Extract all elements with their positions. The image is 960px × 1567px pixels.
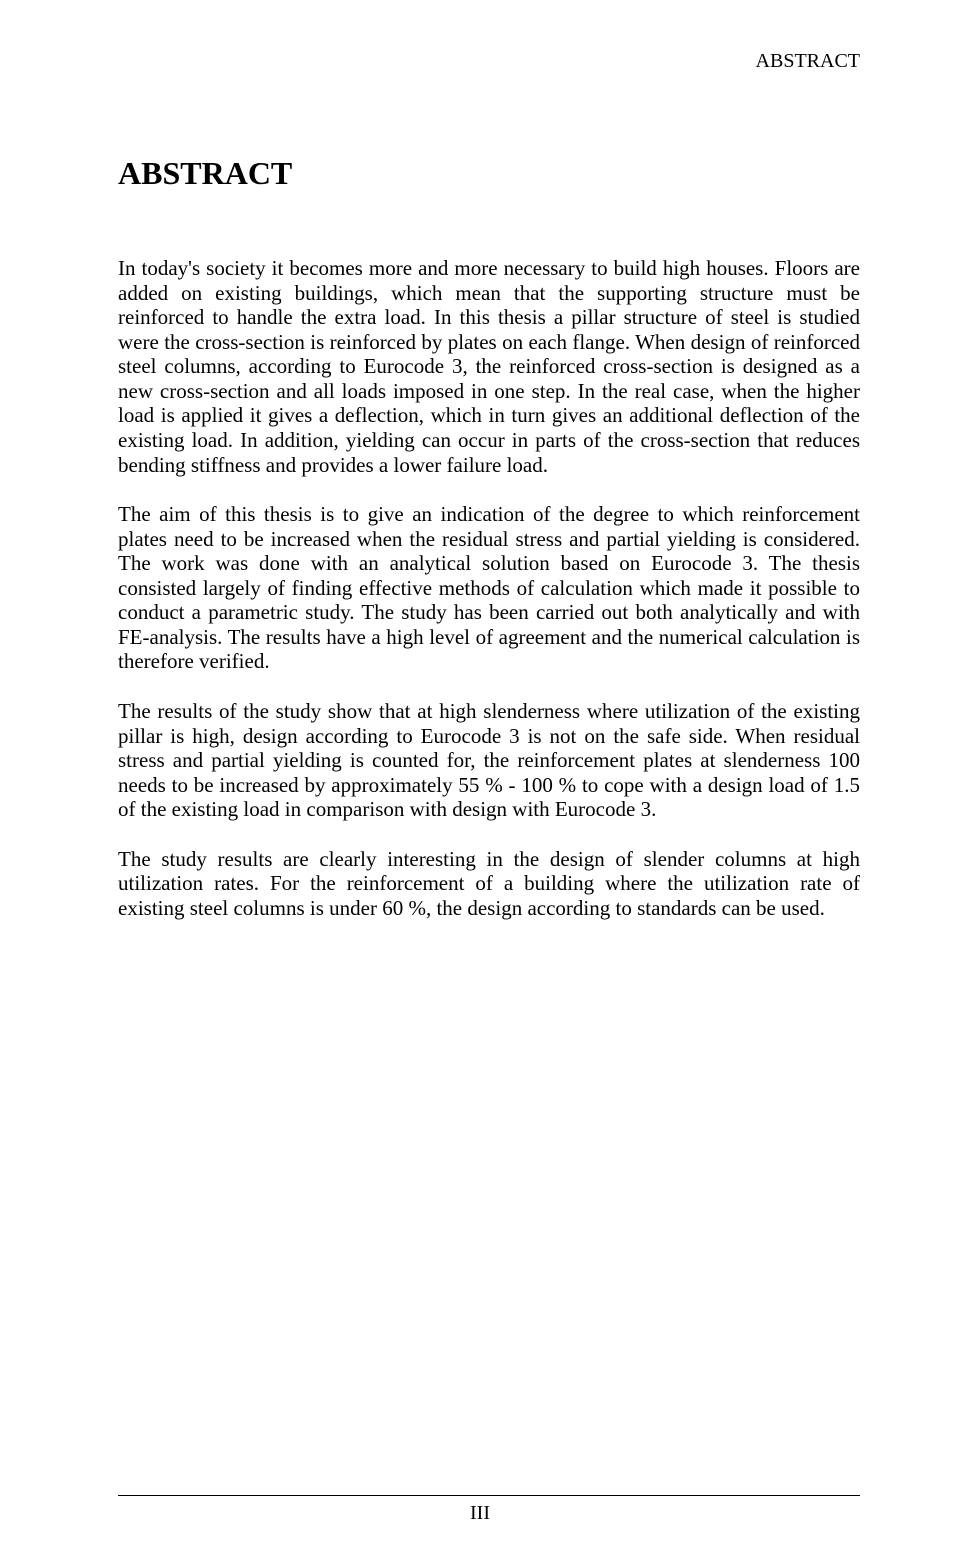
abstract-paragraph-1: In today's society it becomes more and m… <box>118 256 860 477</box>
page-container: ABSTRACT ABSTRACT In today's society it … <box>0 0 960 1567</box>
running-header: ABSTRACT <box>118 50 860 73</box>
page-footer: III <box>0 1495 960 1525</box>
footer-rule <box>118 1495 860 1496</box>
abstract-title: ABSTRACT <box>118 155 860 192</box>
abstract-paragraph-4: The study results are clearly interestin… <box>118 847 860 921</box>
page-number: III <box>470 1502 490 1524</box>
abstract-paragraph-2: The aim of this thesis is to give an ind… <box>118 502 860 674</box>
abstract-paragraph-3: The results of the study show that at hi… <box>118 699 860 822</box>
